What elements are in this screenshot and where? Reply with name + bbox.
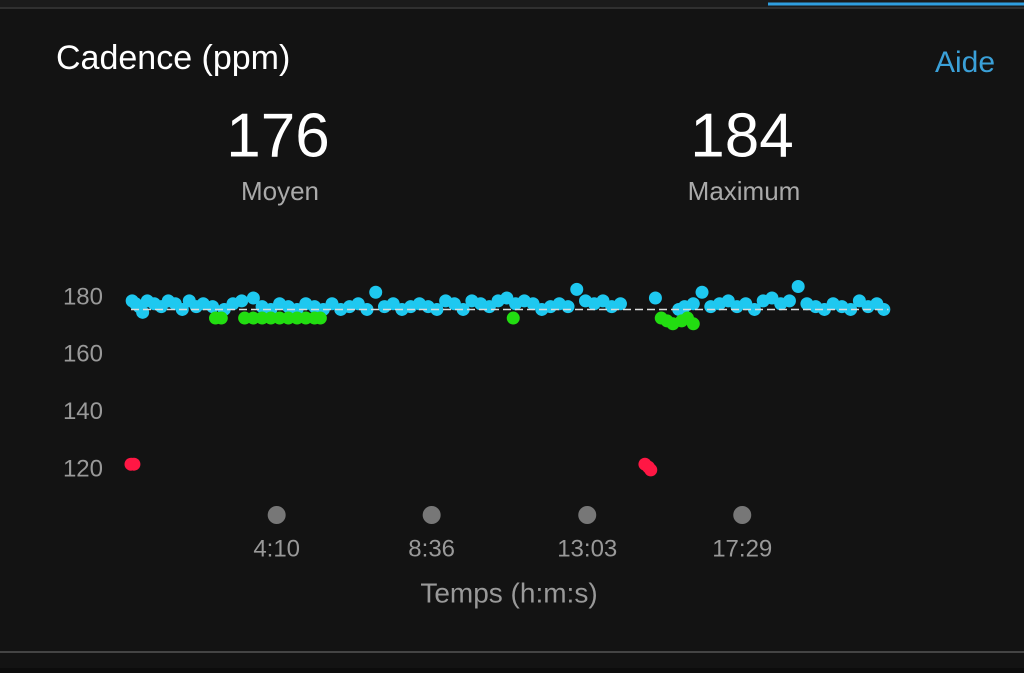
stat-label: Moyen bbox=[241, 176, 319, 206]
data-point bbox=[369, 285, 383, 299]
data-point bbox=[686, 317, 700, 331]
data-point bbox=[127, 457, 141, 471]
data-point bbox=[844, 302, 858, 316]
data-point bbox=[613, 297, 627, 311]
x-tick-label: 4:10 bbox=[253, 535, 300, 562]
data-point bbox=[246, 291, 260, 305]
x-tick-label: 17:29 bbox=[712, 535, 772, 562]
x-tick-label: 8:36 bbox=[408, 535, 455, 562]
chart-title: Cadence (ppm) bbox=[56, 39, 290, 77]
y-tick-label: 140 bbox=[63, 398, 103, 425]
y-tick-label: 120 bbox=[63, 455, 103, 482]
data-point bbox=[644, 463, 658, 477]
data-point bbox=[313, 311, 327, 325]
stat-label: Maximum bbox=[688, 176, 801, 206]
data-point bbox=[235, 294, 249, 308]
data-point bbox=[791, 280, 805, 294]
x-tick-dot bbox=[422, 506, 441, 524]
data-point bbox=[648, 291, 662, 305]
x-tick-label: 13:03 bbox=[557, 535, 617, 562]
data-point bbox=[456, 302, 470, 316]
y-tick-label: 180 bbox=[63, 283, 103, 310]
data-point bbox=[570, 282, 584, 296]
x-tick-dot bbox=[733, 506, 752, 524]
help-link[interactable]: Aide bbox=[935, 46, 995, 79]
data-point bbox=[877, 302, 891, 316]
data-point bbox=[782, 294, 796, 308]
data-point bbox=[686, 297, 700, 311]
y-tick-label: 160 bbox=[63, 341, 103, 368]
x-tick-dot bbox=[267, 506, 286, 524]
stat-value: 184 bbox=[690, 101, 793, 170]
data-point bbox=[136, 305, 150, 319]
data-point bbox=[747, 302, 761, 316]
x-tick-dot bbox=[578, 506, 597, 524]
data-point bbox=[214, 311, 228, 325]
data-point bbox=[561, 300, 575, 314]
top-bar bbox=[0, 0, 1024, 9]
data-point bbox=[506, 311, 520, 325]
x-axis-label: Temps (h:m:s) bbox=[420, 577, 597, 608]
stat-value: 176 bbox=[226, 101, 329, 170]
data-point bbox=[695, 285, 709, 299]
data-point bbox=[206, 300, 220, 314]
